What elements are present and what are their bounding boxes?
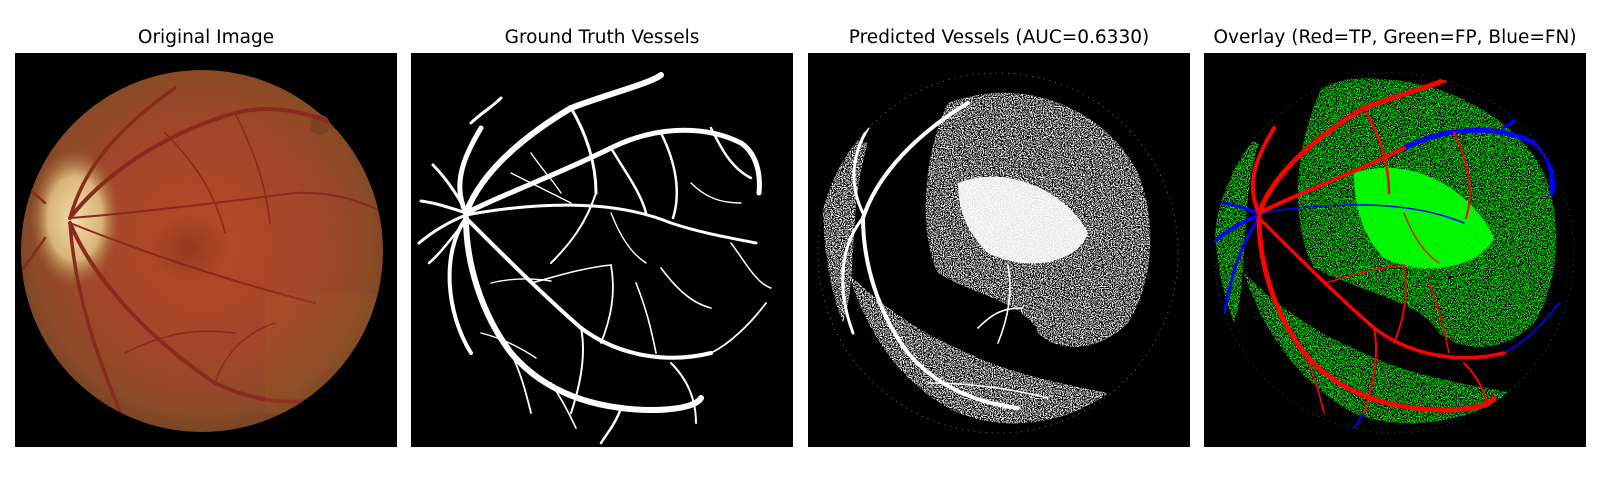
fundus-vessels xyxy=(21,86,383,425)
ground-truth-vessels xyxy=(417,72,772,445)
ground-truth-mask xyxy=(411,53,793,447)
ground-truth-svg xyxy=(411,53,793,447)
fundus-photo-svg xyxy=(15,53,397,447)
panel-title-original: Original Image xyxy=(137,27,275,48)
predicted-svg xyxy=(808,53,1190,447)
panel-ground-truth: Ground Truth Vessels xyxy=(411,0,793,500)
true-positive-vessels xyxy=(1250,73,1506,424)
overlay-svg xyxy=(1204,53,1586,447)
panel-predicted: Predicted Vessels (AUC=0.6330) xyxy=(808,0,1190,500)
panel-overlay: Overlay (Red=TP, Green=FP, Blue=FN) xyxy=(1204,0,1586,500)
panel-title-ground-truth: Ground Truth Vessels xyxy=(504,27,700,48)
macula xyxy=(150,213,230,283)
predicted-regions xyxy=(823,92,1151,424)
panel-title-overlay: Overlay (Red=TP, Green=FP, Blue=FN) xyxy=(1213,27,1577,48)
predicted-mask xyxy=(808,53,1190,447)
predicted-vessels xyxy=(841,101,1049,410)
fundus-photo xyxy=(15,53,397,447)
overlay-map xyxy=(1204,53,1586,447)
panel-title-predicted: Predicted Vessels (AUC=0.6330) xyxy=(848,27,1150,48)
panel-original: Original Image xyxy=(15,0,397,500)
